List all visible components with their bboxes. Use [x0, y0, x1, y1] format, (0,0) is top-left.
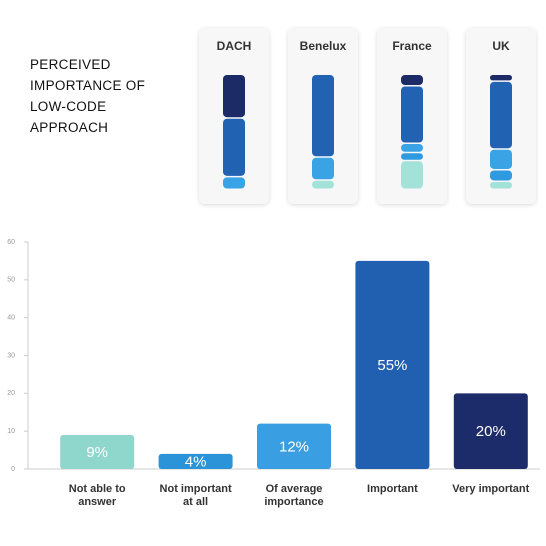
value-label: 9% [86, 444, 108, 461]
y-tick-label: 30 [7, 352, 15, 359]
category-label: DACH [217, 39, 252, 53]
segment [490, 170, 512, 181]
bar [355, 260, 430, 469]
y-tick-label: 40 [7, 315, 15, 322]
segment [401, 144, 423, 152]
x-tick-label: Not important at all [159, 483, 232, 508]
value-label: 12% [279, 438, 309, 455]
segment [312, 75, 334, 157]
segment [401, 75, 423, 85]
x-tick-label: Not able to answer [68, 483, 126, 508]
y-tick-label: 10 [7, 428, 15, 435]
category-label: Benelux [300, 39, 347, 53]
segment [223, 177, 245, 189]
bar [60, 434, 135, 469]
segment [401, 161, 423, 189]
segment [490, 75, 512, 81]
category-label: UK [492, 39, 510, 53]
segment [312, 180, 334, 189]
segment [490, 81, 512, 149]
y-tick-label: 50 [7, 277, 15, 284]
segment [312, 157, 334, 180]
segment [401, 86, 423, 143]
value-label: 20% [476, 423, 506, 440]
bar [158, 453, 233, 469]
category-label: France [392, 39, 432, 53]
x-tick-label: Of average importance [264, 483, 324, 508]
x-tick-label: Important [367, 483, 418, 495]
bar [257, 423, 331, 469]
segment [401, 153, 423, 160]
segment [490, 181, 512, 189]
value-label: 55% [377, 357, 407, 374]
y-tick-label: 20 [7, 390, 15, 397]
chart-title: PERCEIVED IMPORTANCE OF LOW-CODE APPROAC… [30, 57, 146, 135]
y-tick-label: 60 [7, 239, 15, 246]
y-tick-label: 0 [11, 466, 15, 473]
value-label: 4% [185, 453, 207, 470]
segment [223, 75, 245, 118]
bar [453, 393, 528, 469]
segment [223, 118, 245, 176]
segment [490, 149, 512, 169]
x-tick-label: Very important [452, 483, 530, 495]
